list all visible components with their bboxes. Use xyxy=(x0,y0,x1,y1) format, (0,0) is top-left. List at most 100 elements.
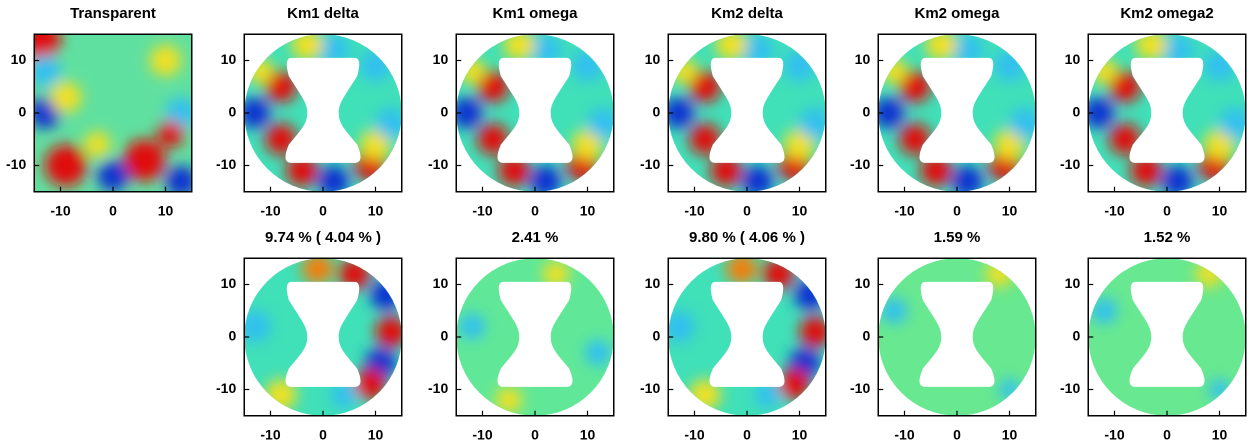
y-tick-label: 0 xyxy=(440,328,448,344)
panel: 1.59 % -10 0 10 -10 0 10 xyxy=(850,229,1037,442)
panel-title: 1.59 % xyxy=(934,229,981,246)
y-tick-label: -10 xyxy=(428,156,448,172)
x-tick-label: 10 xyxy=(580,426,596,442)
x-tick-label: 10 xyxy=(792,202,808,218)
y-tick-label: 10 xyxy=(433,275,449,291)
y-tick-label: -10 xyxy=(216,380,236,396)
y-tick-label: -10 xyxy=(6,156,26,172)
panel-title: 9.80 % ( 4.06 % ) xyxy=(689,229,805,246)
panel: Km1 delta -10 0 10 -10 0 10 xyxy=(216,5,403,218)
panel-title: 9.74 % ( 4.04 % ) xyxy=(265,229,381,246)
y-tick-label: 0 xyxy=(228,328,236,344)
x-tick-label: 10 xyxy=(1002,202,1018,218)
panel: Km2 delta -10 0 10 -10 0 10 xyxy=(640,5,827,218)
y-tick-label: -10 xyxy=(428,380,448,396)
x-tick-label: 10 xyxy=(368,202,384,218)
y-tick-label: -10 xyxy=(640,380,660,396)
y-tick-label: 0 xyxy=(440,104,448,120)
y-tick-label: 10 xyxy=(11,51,27,67)
y-tick-label: 0 xyxy=(18,104,26,120)
x-tick-label: 10 xyxy=(1212,426,1228,442)
y-tick-label: 10 xyxy=(1065,51,1081,67)
y-tick-label: 0 xyxy=(652,328,660,344)
panel-title: Km2 omega2 xyxy=(1120,5,1213,22)
x-tick-label: 10 xyxy=(1212,202,1228,218)
x-tick-label: -10 xyxy=(1104,202,1124,218)
y-tick-label: -10 xyxy=(640,156,660,172)
panel: 1.52 % -10 0 10 -10 0 10 xyxy=(1060,229,1247,442)
x-tick-label: -10 xyxy=(1104,426,1124,442)
y-tick-label: -10 xyxy=(1060,380,1080,396)
x-tick-label: -10 xyxy=(894,202,914,218)
y-tick-label: 0 xyxy=(1072,328,1080,344)
field-image xyxy=(34,34,192,192)
domain-hole xyxy=(285,57,361,163)
domain-hole xyxy=(497,281,573,387)
x-tick-label: 0 xyxy=(1163,426,1171,442)
domain-hole xyxy=(1129,281,1205,387)
x-tick-label: 0 xyxy=(531,202,539,218)
y-tick-label: 0 xyxy=(862,328,870,344)
y-tick-label: 0 xyxy=(652,104,660,120)
x-tick-label: 10 xyxy=(368,426,384,442)
x-tick-label: -10 xyxy=(472,202,492,218)
panel: 9.74 % ( 4.04 % ) -10 0 10 -10 0 10 xyxy=(216,229,403,442)
x-tick-label: 0 xyxy=(743,426,751,442)
x-tick-label: -10 xyxy=(260,202,280,218)
domain-hole xyxy=(919,57,995,163)
x-tick-label: 0 xyxy=(953,202,961,218)
y-tick-label: 0 xyxy=(1072,104,1080,120)
panel: Transparent -10 0 10 -10 0 10 xyxy=(6,5,193,218)
panel: Km2 omega -10 0 10 -10 0 10 xyxy=(850,5,1037,218)
x-tick-label: 10 xyxy=(792,426,808,442)
x-tick-label: 0 xyxy=(531,426,539,442)
y-tick-label: -10 xyxy=(850,380,870,396)
x-tick-label: -10 xyxy=(472,426,492,442)
y-tick-label: 0 xyxy=(862,104,870,120)
y-tick-label: 10 xyxy=(433,51,449,67)
y-tick-label: -10 xyxy=(850,156,870,172)
x-tick-label: 0 xyxy=(319,202,327,218)
y-tick-label: 10 xyxy=(221,51,237,67)
panel-title: Km1 delta xyxy=(287,5,359,22)
x-tick-label: 0 xyxy=(743,202,751,218)
domain-hole xyxy=(497,57,573,163)
domain-hole xyxy=(919,281,995,387)
panel-title: Transparent xyxy=(70,5,156,22)
x-tick-label: 10 xyxy=(158,202,174,218)
panel-title: Km2 omega xyxy=(914,5,1000,22)
domain-hole xyxy=(285,281,361,387)
x-tick-label: 0 xyxy=(109,202,117,218)
panel-title: 2.41 % xyxy=(512,229,559,246)
y-tick-label: 10 xyxy=(645,51,661,67)
y-tick-label: 10 xyxy=(645,275,661,291)
panel: Km1 omega -10 0 10 -10 0 10 xyxy=(428,5,615,218)
x-tick-label: 0 xyxy=(319,426,327,442)
panel-title: Km1 omega xyxy=(492,5,578,22)
x-tick-label: 10 xyxy=(1002,426,1018,442)
x-tick-label: -10 xyxy=(894,426,914,442)
x-tick-label: -10 xyxy=(684,202,704,218)
x-tick-label: 0 xyxy=(1163,202,1171,218)
y-tick-label: 10 xyxy=(1065,275,1081,291)
panel: 9.80 % ( 4.06 % ) -10 0 10 -10 0 10 xyxy=(640,229,827,442)
panel-title: 1.52 % xyxy=(1144,229,1191,246)
domain-hole xyxy=(709,57,785,163)
y-tick-label: 0 xyxy=(228,104,236,120)
y-tick-label: -10 xyxy=(1060,156,1080,172)
panel: Km2 omega2 -10 0 10 -10 0 10 xyxy=(1060,5,1247,218)
y-tick-label: 10 xyxy=(855,51,871,67)
panel: 2.41 % -10 0 10 -10 0 10 xyxy=(428,229,615,442)
y-tick-label: 10 xyxy=(855,275,871,291)
x-tick-label: 10 xyxy=(580,202,596,218)
x-tick-label: 0 xyxy=(953,426,961,442)
y-tick-label: 10 xyxy=(221,275,237,291)
x-tick-label: -10 xyxy=(260,426,280,442)
x-tick-label: -10 xyxy=(50,202,70,218)
panel-title: Km2 delta xyxy=(711,5,783,22)
domain-hole xyxy=(709,281,785,387)
x-tick-label: -10 xyxy=(684,426,704,442)
y-tick-label: -10 xyxy=(216,156,236,172)
domain-hole xyxy=(1129,57,1205,163)
